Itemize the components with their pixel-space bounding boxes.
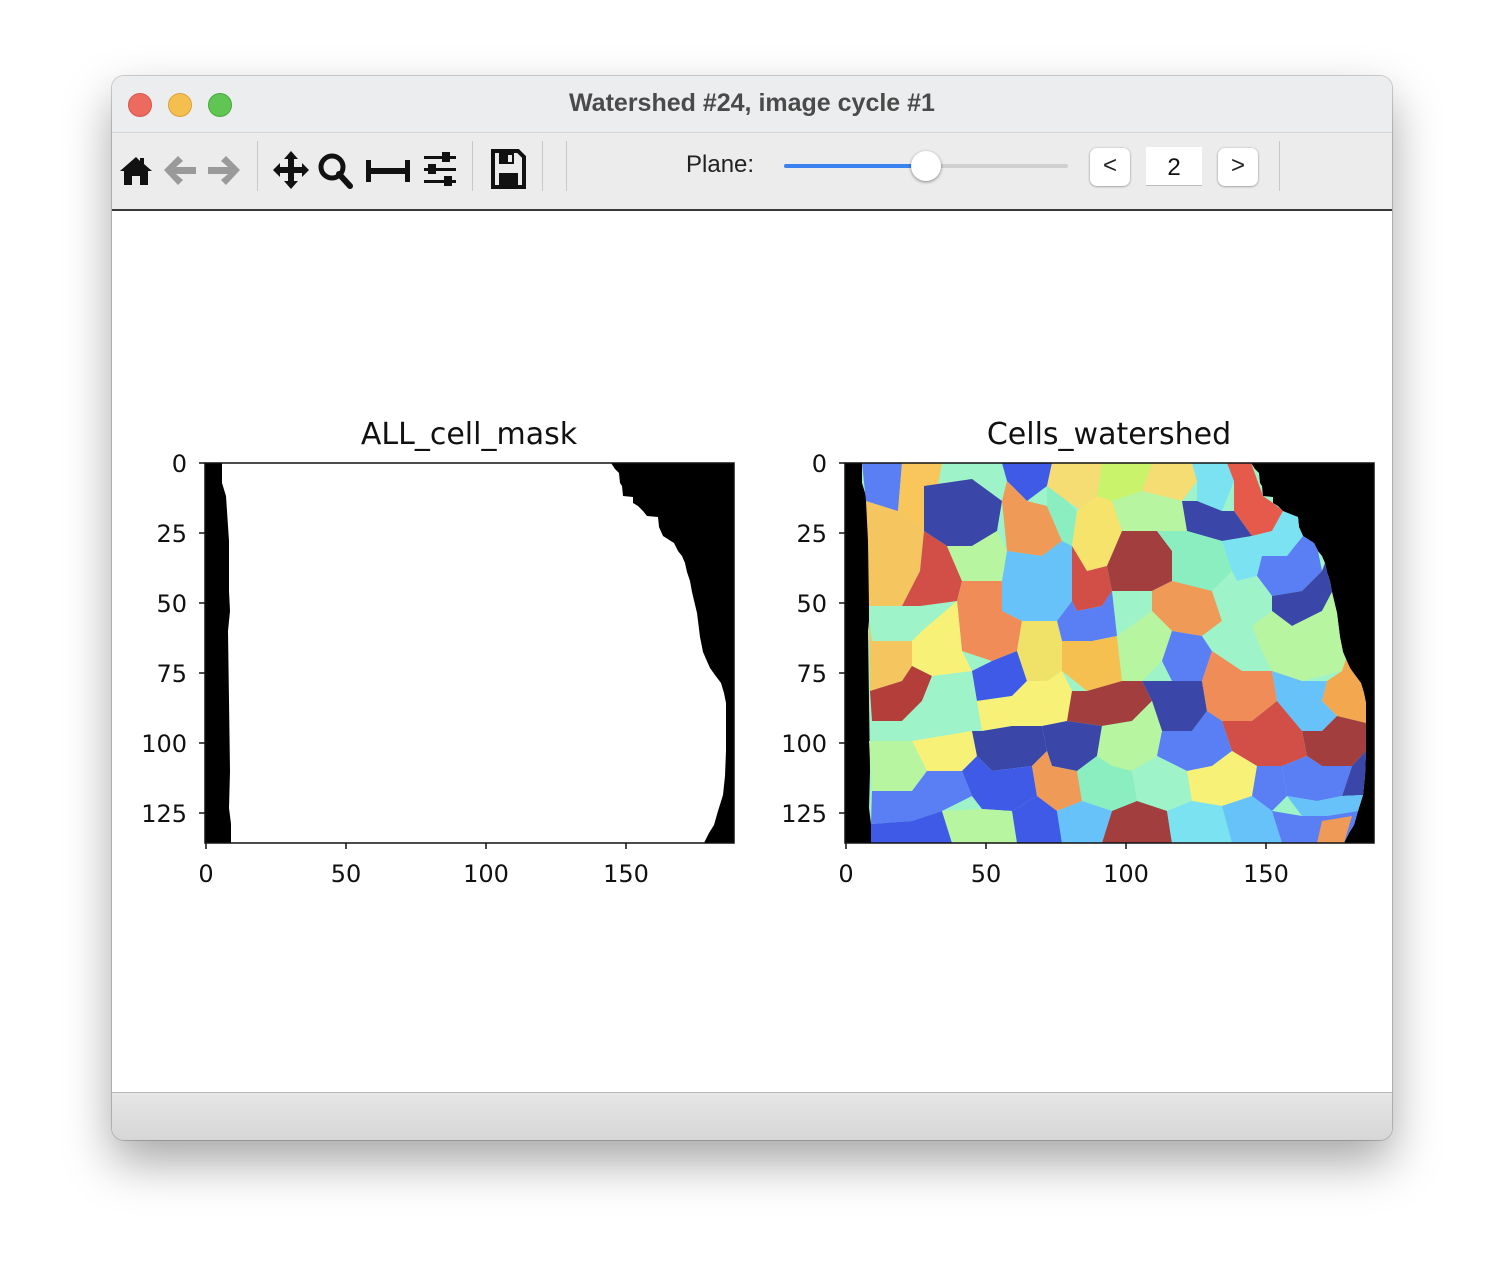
y-tick-label: 0 <box>172 450 187 478</box>
figure: ALL_cell_mask 0 25 50 75 100 125 <box>141 417 1375 888</box>
axes-frame <box>844 462 1375 844</box>
window-title: Watershed #24, image cycle #1 <box>569 89 935 117</box>
save-icon[interactable] <box>488 143 528 193</box>
x-axis: 0 50 100 150 <box>838 843 1289 888</box>
home-icon[interactable] <box>118 143 154 193</box>
minimize-window-button[interactable] <box>168 93 192 117</box>
y-tick-label: 25 <box>156 520 187 548</box>
mask-axes: ALL_cell_mask 0 25 50 75 100 125 <box>141 417 735 888</box>
x-tick-label: 100 <box>1103 860 1149 888</box>
zoom-icon[interactable] <box>316 143 354 193</box>
title-bar: Watershed #24, image cycle #1 <box>112 76 1392 133</box>
figure-canvas[interactable]: ALL_cell_mask 0 25 50 75 100 125 <box>112 211 1392 1092</box>
back-arrow-icon[interactable] <box>160 143 200 193</box>
y-tick-label: 50 <box>156 590 187 618</box>
y-tick-label: 50 <box>796 590 827 618</box>
plane-label: Plane: <box>686 151 755 178</box>
y-tick-label: 75 <box>796 660 827 688</box>
x-tick-label: 100 <box>463 860 509 888</box>
toolbar-separator <box>472 141 473 191</box>
subplots-icon[interactable] <box>364 143 412 193</box>
y-tick-label: 125 <box>781 800 827 828</box>
axes-title: Cells_watershed <box>987 417 1231 452</box>
y-tick-label: 125 <box>141 800 187 828</box>
x-axis: 0 50 100 150 <box>198 843 649 888</box>
y-tick-label: 0 <box>812 450 827 478</box>
x-tick-label: 150 <box>603 860 649 888</box>
forward-arrow-icon[interactable] <box>204 143 244 193</box>
x-tick-label: 0 <box>838 860 853 888</box>
x-tick-label: 0 <box>198 860 213 888</box>
pan-icon[interactable] <box>272 143 310 193</box>
y-tick-label: 75 <box>156 660 187 688</box>
y-tick-label: 100 <box>141 730 187 758</box>
configure-icon[interactable] <box>420 143 460 193</box>
status-bar <box>112 1092 1392 1140</box>
y-tick-label: 25 <box>796 520 827 548</box>
toolbar-separator <box>566 141 567 191</box>
x-tick-label: 50 <box>331 860 362 888</box>
x-tick-label: 150 <box>1243 860 1289 888</box>
slider-fill <box>784 164 926 168</box>
toolbar: Plane: < 2 > <box>112 133 1392 211</box>
axes-frame <box>204 462 735 844</box>
mask-foreground <box>222 463 726 843</box>
y-tick-label: 100 <box>781 730 827 758</box>
toolbar-separator <box>257 141 258 191</box>
watershed-cells <box>862 463 1366 843</box>
x-tick-label: 50 <box>971 860 1002 888</box>
app-window: Watershed #24, image cycle #1 <box>112 76 1392 1140</box>
next-plane-button[interactable]: > <box>1218 148 1258 186</box>
toolbar-separator <box>542 141 543 191</box>
zoom-window-button[interactable] <box>208 93 232 117</box>
toolbar-separator <box>1279 141 1280 191</box>
previous-plane-button[interactable]: < <box>1090 148 1130 186</box>
close-window-button[interactable] <box>128 93 152 117</box>
y-axis: 0 25 50 75 100 125 <box>141 450 205 828</box>
watershed-axes: Cells_watershed <box>781 417 1375 888</box>
axes-title: ALL_cell_mask <box>361 417 578 452</box>
plane-slider[interactable] <box>780 149 1072 183</box>
slider-handle[interactable] <box>911 151 941 181</box>
plane-number-field[interactable]: 2 <box>1146 147 1202 186</box>
y-axis: 0 25 50 75 100 125 <box>781 450 845 828</box>
